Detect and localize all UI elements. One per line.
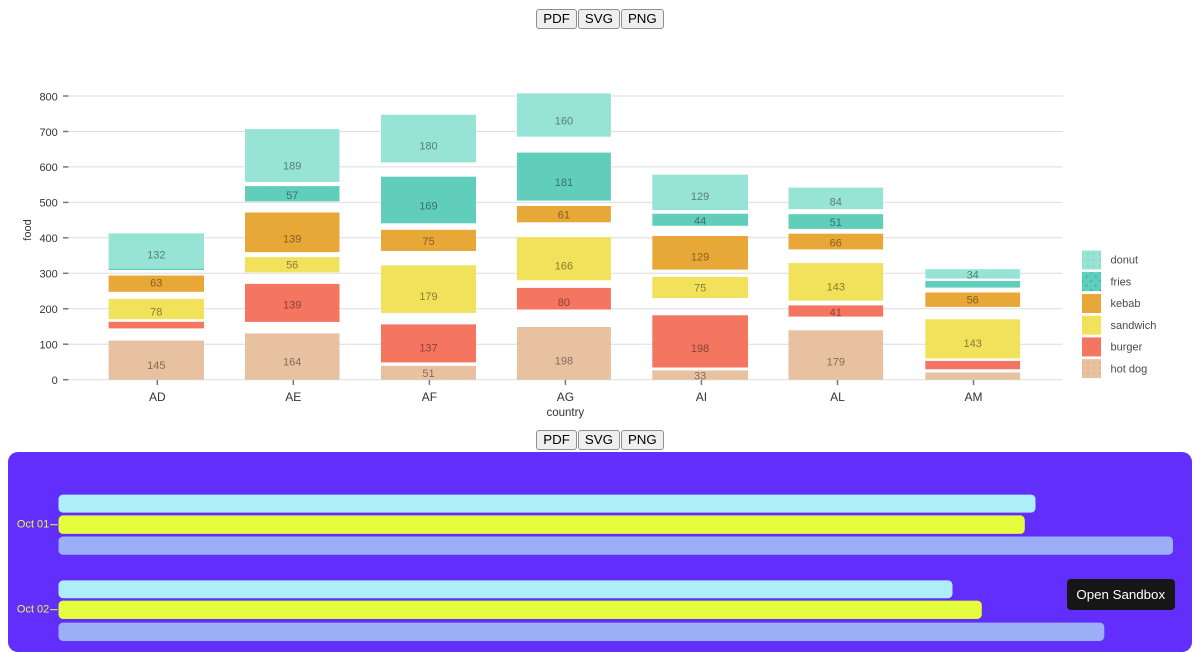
svg-text:donut: donut [1111, 255, 1139, 267]
svg-text:66: 66 [830, 237, 842, 249]
svg-text:600: 600 [39, 162, 57, 174]
svg-text:AD: AD [149, 390, 166, 404]
svg-text:143: 143 [964, 338, 982, 350]
svg-text:AM: AM [965, 390, 983, 404]
svg-text:57: 57 [286, 190, 298, 202]
svg-text:Oct 01: Oct 01 [16, 519, 48, 531]
svg-text:100: 100 [39, 340, 57, 352]
svg-text:400: 400 [39, 233, 57, 245]
svg-text:75: 75 [694, 283, 706, 295]
svg-text:Oct 02: Oct 02 [16, 604, 48, 616]
svg-text:179: 179 [419, 291, 437, 303]
svg-text:200: 200 [39, 304, 57, 316]
svg-text:56: 56 [286, 259, 298, 271]
svg-text:51: 51 [422, 368, 434, 380]
svg-text:41: 41 [830, 307, 842, 319]
svg-text:139: 139 [283, 299, 301, 311]
svg-text:61: 61 [558, 209, 570, 221]
svg-text:160: 160 [555, 115, 573, 127]
svg-text:169: 169 [419, 200, 437, 212]
svg-text:hot dog: hot dog [1111, 363, 1148, 375]
svg-text:44: 44 [694, 215, 706, 227]
svg-text:143: 143 [827, 282, 845, 294]
svg-text:75: 75 [422, 236, 434, 248]
svg-text:700: 700 [39, 127, 57, 139]
svg-text:AI: AI [696, 390, 707, 404]
svg-text:33: 33 [694, 370, 706, 382]
svg-text:84: 84 [830, 196, 842, 208]
svg-text:166: 166 [555, 260, 573, 272]
svg-text:198: 198 [555, 355, 573, 367]
svg-text:132: 132 [147, 250, 165, 262]
svg-text:129: 129 [691, 191, 709, 203]
svg-text:34: 34 [967, 269, 979, 281]
svg-text:0: 0 [52, 375, 58, 387]
svg-text:129: 129 [691, 252, 709, 264]
svg-text:80: 80 [558, 297, 570, 309]
svg-text:800: 800 [39, 91, 57, 103]
svg-text:63: 63 [150, 277, 162, 289]
svg-text:country: country [546, 407, 584, 419]
svg-text:fries: fries [1111, 276, 1132, 288]
svg-text:179: 179 [827, 357, 845, 369]
svg-text:198: 198 [691, 343, 709, 355]
svg-text:kebab: kebab [1111, 298, 1141, 310]
svg-text:139: 139 [283, 234, 301, 246]
svg-text:51: 51 [830, 217, 842, 229]
svg-text:189: 189 [283, 160, 301, 172]
svg-text:300: 300 [39, 269, 57, 281]
svg-text:56: 56 [967, 295, 979, 307]
svg-text:181: 181 [555, 177, 573, 189]
svg-text:sandwich: sandwich [1111, 320, 1157, 332]
svg-text:180: 180 [419, 141, 437, 153]
svg-text:AL: AL [830, 390, 845, 404]
svg-text:137: 137 [419, 343, 437, 355]
svg-text:AF: AF [422, 390, 437, 404]
svg-text:food: food [22, 219, 34, 240]
svg-text:AE: AE [285, 390, 301, 404]
svg-text:145: 145 [147, 360, 165, 372]
svg-text:78: 78 [150, 307, 162, 319]
svg-text:burger: burger [1111, 342, 1143, 354]
svg-text:164: 164 [283, 356, 301, 368]
svg-text:500: 500 [39, 198, 57, 210]
svg-text:AG: AG [557, 390, 574, 404]
